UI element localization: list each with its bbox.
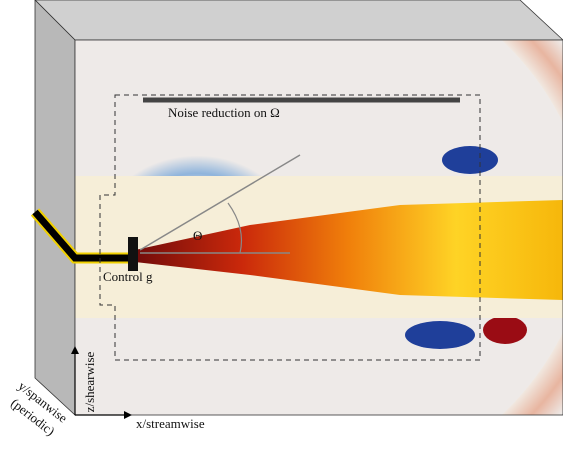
blue-blob [442, 146, 498, 174]
noise-label: Noise reduction on Ω [168, 105, 280, 120]
control-label: Control g [103, 269, 153, 284]
figure: Noise reduction on Ω Θ Control g z/shear… [0, 0, 563, 450]
blue-blob [405, 321, 475, 349]
z-axis-label: z/shearwise [82, 351, 97, 412]
x-axis-label: x/streamwise [136, 416, 205, 431]
red-blob [483, 316, 527, 344]
box-top [35, 0, 563, 40]
box-side [35, 0, 75, 415]
flow-field [75, 40, 563, 415]
angle-label: Θ [193, 228, 202, 243]
actuator [128, 237, 138, 271]
